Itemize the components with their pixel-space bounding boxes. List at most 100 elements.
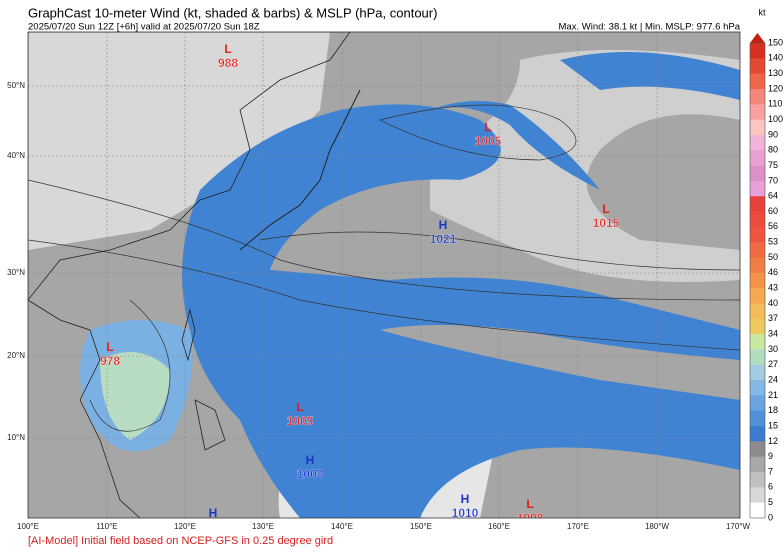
center-value: 1010 [452, 506, 479, 520]
longitude-label: 130°E [252, 522, 274, 531]
colorbar-bin [750, 165, 765, 182]
center-value: 1015 [593, 216, 620, 230]
center-value: 1005 [287, 414, 314, 428]
colorbar-label: 5 [768, 497, 773, 507]
colorbar-label: 110 [768, 99, 782, 109]
colorbar-label: 120 [768, 83, 783, 93]
wind-core [100, 352, 170, 440]
colorbar-bin [750, 472, 765, 488]
wind-band [430, 101, 600, 190]
graticule [28, 32, 740, 518]
colorbar-bin [750, 180, 765, 197]
colorbar-label: 70 [768, 175, 778, 185]
colorbar-arrow [750, 33, 765, 43]
colorbar-bin [750, 380, 765, 396]
calm-region [28, 32, 330, 250]
stats: Max. Wind: 38.1 kt | Min. MSLP: 977.6 hP… [559, 22, 741, 33]
colorbar-label: 43 [768, 283, 778, 293]
colorbar-bin [750, 441, 765, 458]
title: GraphCast 10-meter Wind (kt, shaded & ba… [28, 5, 437, 20]
colorbar-bin [750, 134, 765, 151]
coastline [181, 308, 226, 451]
colorbar-label: 46 [768, 267, 778, 277]
longitude-label: 170°E [567, 522, 589, 531]
wind-band [182, 104, 740, 518]
colorbar-label: 0 [768, 512, 773, 522]
colorbar-label: 100 [768, 114, 783, 124]
subtitle: 2025/07/20 Sun 12Z [+6h] valid at 2025/0… [28, 22, 260, 33]
colorbar-bin [750, 426, 765, 442]
colorbar-bin [750, 196, 765, 212]
longitude-label: 110°E [96, 522, 117, 531]
pressure-centers: L988L1005L1015H1021L978L1005H1008H1010L1… [100, 42, 620, 525]
colorbar-bin [750, 334, 765, 350]
colorbar-bin [750, 257, 765, 274]
colorbar-label: 18 [768, 405, 778, 415]
colorbar-label: 7 [768, 466, 773, 476]
colorbar-frame [749, 42, 766, 519]
center-letter: H [461, 492, 470, 506]
center-value: 1008 [517, 511, 544, 525]
latitude-label: 30°N [7, 268, 25, 277]
map: L988L1005L1015H1021L978L1005H1008H1010L1… [28, 32, 740, 525]
center-value: 1021 [430, 232, 457, 246]
colorbar-label: 37 [768, 313, 778, 323]
isobars [28, 104, 740, 432]
colorbar-bin [750, 88, 765, 105]
colorbar-bin [750, 288, 765, 304]
colorbar-bin [750, 58, 765, 74]
colorbar-bin [750, 456, 765, 473]
colorbar-label: 24 [768, 374, 778, 384]
colorbar-label: 30 [768, 344, 778, 354]
colorbar-bin [750, 303, 765, 320]
longitude-label: 140°E [331, 522, 353, 531]
colorbar-label: 12 [768, 436, 778, 446]
colorbar-label: 27 [768, 359, 778, 369]
colorbar-label: 90 [768, 129, 778, 139]
colorbar-label: 150 [768, 37, 783, 47]
coastline [239, 89, 361, 251]
colorbar-label: 9 [768, 451, 773, 461]
colorbar-label: 60 [768, 206, 778, 216]
colorbar-label: 140 [768, 53, 783, 63]
center-letter: L [484, 120, 491, 134]
colorbar-bin [750, 272, 765, 289]
footer-note: [AI-Model] Initial field based on NCEP-G… [28, 535, 333, 547]
colorbar-bin [750, 502, 765, 519]
latitude-label: 40°N [7, 151, 25, 160]
colorbar-bin [750, 211, 765, 228]
colorbar-bin [750, 150, 765, 166]
wind-band [560, 52, 740, 100]
colorbar: 1501401301201101009080757064605653504643… [749, 33, 783, 522]
coastline [28, 299, 141, 518]
colorbar-bin [750, 226, 765, 243]
center-letter: L [224, 42, 231, 56]
colorbar-bin [750, 487, 765, 503]
colorbar-label: 15 [768, 420, 778, 430]
colorbar-bin [750, 364, 765, 381]
colorbar-label: 50 [768, 252, 778, 262]
coastline [28, 32, 351, 301]
center-letter: L [602, 202, 609, 216]
map-frame [27, 31, 741, 519]
colorbar-bin [750, 395, 765, 412]
colorbar-bin [750, 43, 765, 59]
colorbar-label: 34 [768, 329, 778, 339]
center-value: 978 [100, 354, 120, 368]
colorbar-label: 130 [768, 68, 783, 78]
colorbar-bin [750, 242, 765, 258]
longitude-label: 160°E [488, 522, 510, 531]
longitude-label: 180°W [645, 522, 670, 531]
center-letter: H [439, 218, 448, 232]
colorbar-label: 21 [768, 390, 778, 400]
colorbar-label: 40 [768, 298, 778, 308]
colorbar-label: 53 [768, 237, 778, 247]
center-letter: H [306, 453, 315, 467]
latitude-label: 10°N [7, 433, 25, 442]
colorbar-label: 64 [768, 191, 778, 201]
longitude-label: 170°W [726, 522, 751, 531]
latitude-label: 20°N [7, 351, 25, 360]
colorbar-bin [750, 104, 765, 120]
colorbar-bin [750, 119, 765, 136]
